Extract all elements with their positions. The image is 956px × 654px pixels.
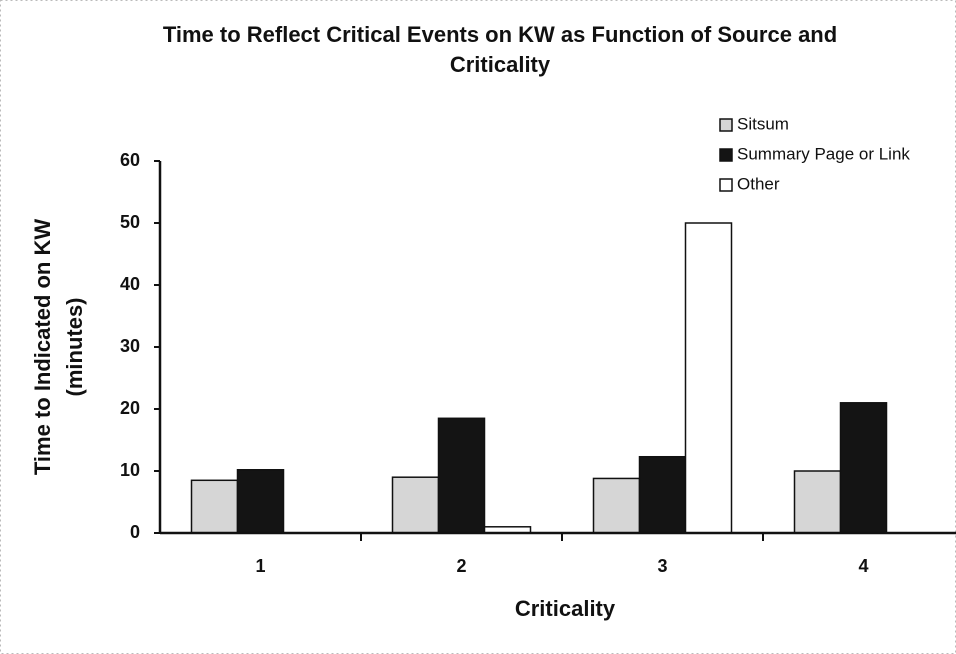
y-axis-label-line: (minutes): [62, 298, 87, 397]
legend-label: Summary Page or Link: [737, 144, 910, 163]
bar: [236, 469, 285, 534]
legend-label: Sitsum: [737, 114, 789, 133]
y-tick-label: 20: [120, 398, 140, 418]
legend-swatch: [719, 148, 733, 162]
y-tick-label: 60: [120, 150, 140, 170]
x-tick-label: 1: [255, 556, 265, 576]
x-axis-label: Criticality: [515, 596, 616, 621]
bar: [592, 477, 641, 534]
y-tick-label: 10: [120, 460, 140, 480]
bar: [638, 455, 687, 534]
x-tick-label: 3: [657, 556, 667, 576]
bar: [391, 476, 440, 534]
legend-swatch: [719, 178, 733, 192]
bar: [793, 470, 842, 534]
y-tick-label: 0: [130, 522, 140, 542]
chart-title: Time to Reflect Critical Events on KW as…: [162, 22, 838, 77]
bar: [190, 479, 239, 534]
y-tick-label: 50: [120, 212, 140, 232]
y-axis-label-line: Time to Indicated on KW: [30, 219, 55, 476]
y-tick-label: 40: [120, 274, 140, 294]
bar: [684, 222, 733, 534]
x-tick-label: 2: [456, 556, 466, 576]
legend-label: Other: [737, 174, 780, 193]
x-tick-label: 4: [858, 556, 868, 576]
bar: [437, 417, 486, 534]
y-axis-label: Time to Indicated on KW (minutes): [30, 219, 87, 476]
bar: [839, 402, 888, 534]
y-tick-label: 30: [120, 336, 140, 356]
legend-swatch: [719, 118, 733, 132]
